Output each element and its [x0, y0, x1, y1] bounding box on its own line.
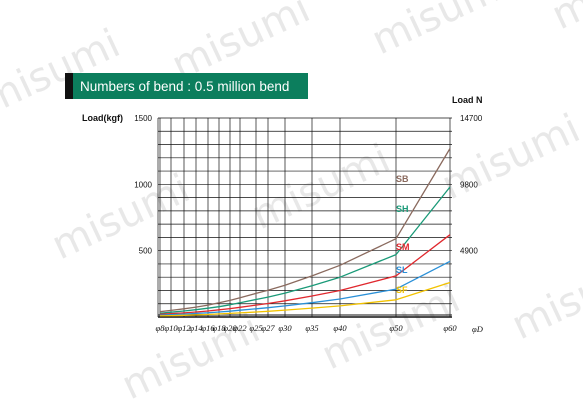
- y-tick-label-right-1000: 9800: [460, 180, 478, 189]
- grid: [157, 117, 452, 318]
- y-axis-label-left: Load(kgf): [82, 113, 123, 123]
- series-label-sf: SF: [396, 285, 408, 295]
- y-tick-label-right-1500: 14700: [460, 114, 483, 123]
- x-tick-label-30: φ30: [278, 323, 292, 333]
- x-tick-label-8: φ8: [156, 323, 166, 333]
- x-tick-label-14: φ14: [189, 323, 203, 333]
- x-tick-label-35: φ35: [305, 323, 318, 333]
- x-tick-label-22: φ22: [233, 323, 247, 333]
- series-line-sh: [159, 186, 451, 314]
- x-tick-label-27: φ27: [261, 323, 275, 333]
- watermark-text-4: misumi: [45, 166, 197, 270]
- y-tick-label-left-500: 500: [139, 247, 153, 256]
- series-line-sm: [159, 234, 451, 315]
- series-label-sm: SM: [396, 242, 410, 252]
- x-axis-label: φD: [472, 324, 484, 334]
- series-line-sf: [159, 281, 451, 317]
- x-tick-label-10: φ10: [164, 323, 178, 333]
- y-tick-label-right-500: 4900: [460, 247, 478, 256]
- y-tick-label-left-1500: 1500: [134, 114, 152, 123]
- series-lines: [159, 148, 451, 317]
- series-label-sh: SH: [396, 204, 409, 214]
- x-tick-label-18: φ18: [212, 323, 226, 333]
- series-label-sb: SB: [396, 174, 409, 184]
- x-tick-label-20: φ20: [223, 323, 237, 333]
- chart-title: Numbers of bend : 0.5 million bend: [80, 79, 289, 94]
- watermark-text-2: misumi: [365, 0, 517, 64]
- x-tick-label-50: φ50: [389, 323, 403, 333]
- y-tick-label-left-1000: 1000: [134, 180, 152, 189]
- watermark-text-10: misumi: [505, 246, 583, 350]
- title-banner: [65, 73, 308, 99]
- title-banner-accent: [65, 73, 73, 99]
- x-tick-label-12: φ12: [177, 323, 191, 333]
- series-label-sl: SL: [396, 265, 408, 275]
- tick-labels: 500 1000 1500 4900 9800 14700 φ8 φ10 φ12φ14φ16φ1…: [134, 114, 483, 333]
- x-tick-label-16: φ16: [201, 323, 215, 333]
- x-tick-label-40: φ40: [333, 323, 347, 333]
- y-axis-label-right: Load N: [452, 95, 483, 105]
- watermark-text-6: misumi: [435, 106, 583, 210]
- x-tick-label-25: φ25: [249, 323, 262, 333]
- watermark-text-0: misumi: [0, 21, 127, 125]
- x-tick-label-60: φ60: [443, 323, 457, 333]
- watermark-text-3: misumi: [545, 0, 583, 39]
- series-line-sb: [159, 148, 451, 313]
- watermark-text-8: misumi: [115, 306, 267, 400]
- series-line-sl: [159, 260, 451, 316]
- watermark-text-5: misumi: [245, 136, 397, 240]
